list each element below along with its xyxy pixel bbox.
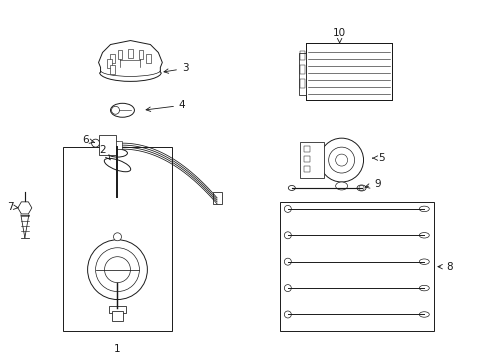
- Text: 8: 8: [437, 262, 451, 272]
- Text: 10: 10: [332, 28, 346, 43]
- Circle shape: [284, 206, 291, 212]
- Text: 7: 7: [8, 202, 18, 212]
- Bar: [111, 311, 123, 321]
- Ellipse shape: [110, 103, 134, 117]
- Bar: [299, 51, 304, 60]
- Polygon shape: [18, 202, 32, 214]
- Bar: [303, 166, 309, 172]
- Bar: [299, 66, 304, 75]
- Bar: [62, 147, 172, 332]
- Polygon shape: [305, 42, 392, 100]
- Bar: [116, 141, 122, 149]
- Bar: [99, 135, 116, 155]
- Ellipse shape: [419, 259, 428, 265]
- Bar: [128, 49, 132, 58]
- Ellipse shape: [335, 182, 347, 190]
- Polygon shape: [298, 54, 305, 95]
- Ellipse shape: [356, 185, 366, 191]
- Ellipse shape: [419, 206, 428, 212]
- Bar: [146, 54, 150, 63]
- Ellipse shape: [419, 285, 428, 291]
- Circle shape: [284, 311, 291, 318]
- Circle shape: [113, 233, 121, 241]
- Circle shape: [87, 240, 147, 300]
- Bar: [118, 50, 122, 59]
- Circle shape: [319, 138, 363, 182]
- Bar: [299, 142, 323, 178]
- Bar: [303, 146, 309, 152]
- Text: 1: 1: [114, 345, 121, 354]
- Circle shape: [284, 232, 291, 239]
- Bar: [213, 192, 222, 204]
- Bar: [110, 54, 114, 63]
- Circle shape: [114, 141, 121, 149]
- Text: 4: 4: [146, 100, 185, 112]
- Text: 6: 6: [82, 135, 94, 145]
- Bar: [279, 202, 433, 332]
- Bar: [299, 80, 304, 88]
- Bar: [107, 59, 112, 68]
- Circle shape: [91, 139, 100, 147]
- Text: 2: 2: [99, 145, 110, 160]
- Circle shape: [111, 106, 119, 114]
- Circle shape: [284, 258, 291, 265]
- Circle shape: [284, 285, 291, 292]
- Text: 9: 9: [365, 179, 380, 189]
- Ellipse shape: [107, 149, 127, 157]
- Bar: [139, 50, 143, 59]
- Bar: [108, 306, 126, 314]
- Bar: [110, 64, 114, 73]
- Ellipse shape: [288, 185, 295, 190]
- Text: 5: 5: [372, 153, 384, 163]
- Bar: [303, 156, 309, 162]
- Ellipse shape: [419, 233, 428, 238]
- Ellipse shape: [104, 158, 130, 172]
- Ellipse shape: [419, 312, 428, 317]
- Text: 3: 3: [163, 63, 188, 73]
